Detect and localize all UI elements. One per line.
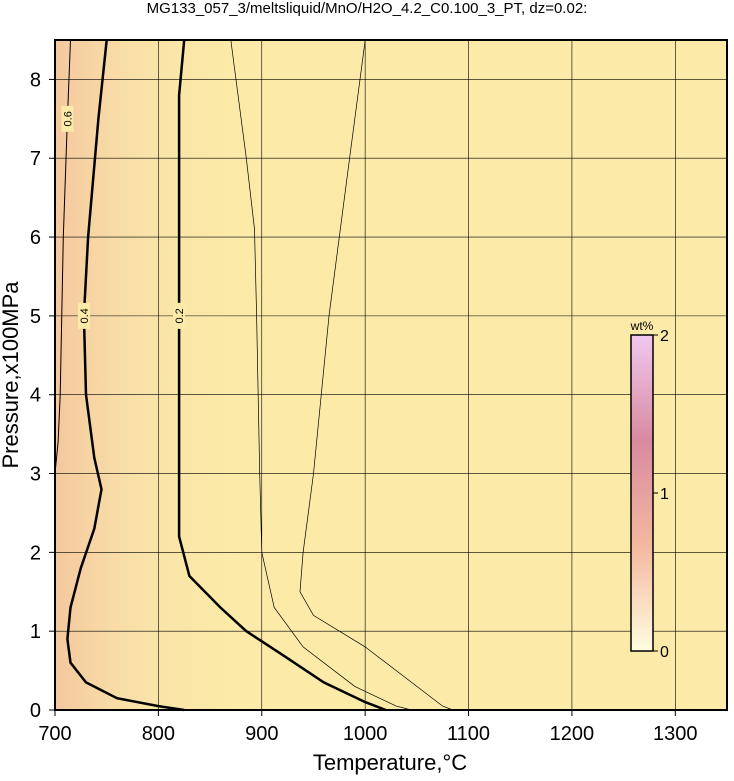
colorbar-tick-label: 1 xyxy=(660,486,669,503)
contour-label-bg xyxy=(173,302,186,329)
contour-line xyxy=(230,39,412,711)
x-axis-label: Temperature,°C xyxy=(313,750,467,775)
contour-label-bg xyxy=(77,302,90,329)
y-tick-label: 4 xyxy=(30,385,41,407)
colorbar xyxy=(630,334,654,652)
y-tick-label: 2 xyxy=(30,542,41,564)
contour-label-bg xyxy=(61,105,74,132)
y-tick-label: 1 xyxy=(30,621,41,643)
colorbar-label: wt% xyxy=(630,319,654,333)
x-tick-label: 1200 xyxy=(550,723,595,745)
contour-line xyxy=(177,39,387,712)
x-tick-label: 800 xyxy=(142,723,175,745)
contour-label: 0.4 xyxy=(79,308,91,323)
x-tick-label: 700 xyxy=(38,723,71,745)
contour-line xyxy=(66,39,185,712)
contour-line xyxy=(299,39,454,711)
y-tick-label: 8 xyxy=(30,69,41,91)
x-tick-label: 1300 xyxy=(653,723,698,745)
x-tick-label: 1000 xyxy=(343,723,388,745)
chart-title: MG133_057_3/meltsliquid/MnO/H2O_4.2_C0.1… xyxy=(147,0,588,17)
y-tick-label: 5 xyxy=(30,306,41,328)
y-tick-label: 7 xyxy=(30,148,41,170)
x-tick-label: 1100 xyxy=(447,723,490,745)
y-tick-label: 6 xyxy=(30,227,41,249)
plot-shading xyxy=(55,40,727,710)
y-axis-label: Pressure,x100MPa xyxy=(0,281,23,469)
x-tick-label: 900 xyxy=(245,723,278,745)
y-tick-label: 3 xyxy=(30,464,41,486)
colorbar-tick-label: 2 xyxy=(660,328,669,345)
contour-label: 0.2 xyxy=(174,308,186,323)
y-tick-label: 0 xyxy=(30,700,41,722)
colorbar-tick-label: 0 xyxy=(660,644,669,661)
contour-line xyxy=(54,39,71,474)
plot-frame xyxy=(54,39,728,711)
contour-label: 0.6 xyxy=(62,111,74,126)
